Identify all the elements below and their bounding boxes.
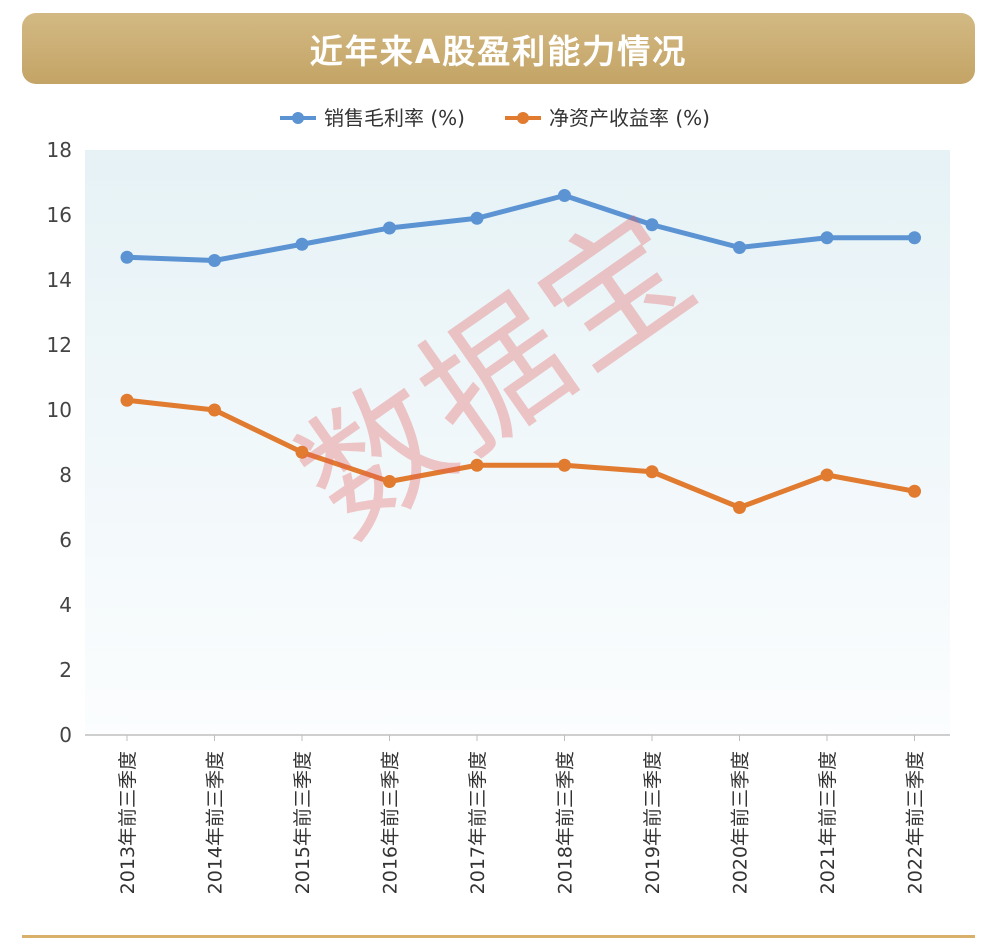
legend-marker xyxy=(292,112,304,124)
legend-label: 销售毛利率 (%) xyxy=(324,106,465,130)
title-banner: 近年来A股盈利能力情况 xyxy=(22,13,975,84)
data-point-s2 xyxy=(733,501,746,514)
series-line-2 xyxy=(124,397,917,510)
x-tick-label: 2015年前三季度 xyxy=(292,751,314,894)
y-tick-label: 14 xyxy=(47,268,72,292)
x-tick-label: 2019年前三季度 xyxy=(642,751,664,894)
data-point-s2 xyxy=(120,393,134,407)
data-point-s1 xyxy=(558,189,571,202)
data-point-s2 xyxy=(908,484,921,498)
chart-title: 近年来A股盈利能力情况 xyxy=(309,31,688,71)
series-line-1 xyxy=(124,193,917,263)
x-tick-label: 2016年前三季度 xyxy=(380,751,402,894)
data-point-s2 xyxy=(820,468,834,482)
data-point-s2 xyxy=(558,458,571,472)
y-tick-label: 2 xyxy=(59,658,72,682)
data-point-s2 xyxy=(295,445,309,459)
x-tick-label: 2020年前三季度 xyxy=(730,751,752,894)
data-point-s2 xyxy=(208,403,221,417)
legend-marker xyxy=(517,112,529,124)
x-tick-label: 2021年前三季度 xyxy=(817,751,839,894)
y-tick-label: 18 xyxy=(47,138,72,162)
data-point-s1 xyxy=(383,221,396,235)
x-tick-label: 2014年前三季度 xyxy=(205,751,227,894)
data-point-s1 xyxy=(120,250,134,264)
data-point-s1 xyxy=(208,254,221,267)
x-tick-label: 2013年前三季度 xyxy=(117,751,139,894)
y-tick-label: 12 xyxy=(47,333,72,357)
data-point-s2 xyxy=(645,465,659,479)
y-tick-label: 4 xyxy=(59,593,72,617)
x-tick-label: 2018年前三季度 xyxy=(555,751,577,894)
y-tick-label: 10 xyxy=(47,398,72,422)
data-point-s1 xyxy=(908,231,921,245)
x-tick-label: 2022年前三季度 xyxy=(905,751,927,894)
y-tick-label: 0 xyxy=(59,723,72,747)
y-tick-label: 8 xyxy=(59,463,72,487)
data-point-s1 xyxy=(820,231,834,245)
data-point-s1 xyxy=(470,211,484,225)
plot-area xyxy=(85,150,950,735)
legend-item-1: 销售毛利率 (%) xyxy=(280,106,465,130)
y-tick-label: 16 xyxy=(47,203,72,227)
x-tick-label: 2017年前三季度 xyxy=(467,751,489,894)
data-point-s1 xyxy=(733,241,746,254)
data-point-s2 xyxy=(383,475,396,488)
bottom-rule xyxy=(22,935,975,938)
data-point-s2 xyxy=(470,458,484,472)
y-tick-label: 6 xyxy=(59,528,72,552)
legend-item-2: 净资产收益率 (%) xyxy=(505,106,710,130)
data-point-s1 xyxy=(295,237,309,251)
legend-label: 净资产收益率 (%) xyxy=(549,106,710,130)
data-point-s1 xyxy=(645,218,659,232)
